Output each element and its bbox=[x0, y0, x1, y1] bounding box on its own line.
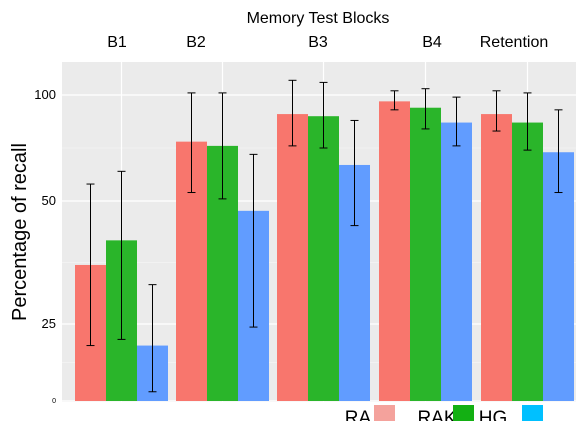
y-tick-label: 50 bbox=[42, 193, 56, 208]
bar bbox=[543, 152, 574, 401]
bar bbox=[410, 107, 441, 401]
bar bbox=[308, 116, 339, 401]
y-axis-label: Percentage of recall bbox=[9, 143, 31, 321]
legend-label: RA bbox=[345, 408, 372, 421]
category-label: B4 bbox=[422, 34, 442, 51]
y-tick-label: 25 bbox=[42, 316, 56, 331]
y-tick-label: 100 bbox=[34, 87, 56, 102]
legend-swatch bbox=[453, 405, 474, 421]
legend-swatch bbox=[522, 405, 543, 421]
category-label: B2 bbox=[186, 34, 206, 51]
category-label: B3 bbox=[308, 34, 328, 51]
chart-title: Memory Test Blocks bbox=[247, 10, 390, 27]
error-bars bbox=[86, 79, 563, 393]
legend: RA RAK HG bbox=[322, 402, 576, 421]
category-labels: B1 B2 B3 B4 Retention bbox=[107, 34, 548, 51]
category-label: Retention bbox=[480, 34, 549, 51]
y-tick-labels: 0 25 50 100 bbox=[34, 87, 56, 405]
bar bbox=[441, 122, 472, 401]
category-label: B1 bbox=[107, 34, 127, 51]
bar bbox=[277, 114, 308, 401]
bar bbox=[379, 101, 410, 402]
bar bbox=[512, 122, 543, 401]
legend-label: HG bbox=[479, 408, 508, 421]
legend-label: RAK bbox=[417, 408, 456, 421]
bar bbox=[481, 114, 512, 401]
y-tick-label: 0 bbox=[52, 398, 56, 405]
legend-swatch bbox=[374, 405, 395, 421]
bars bbox=[75, 101, 574, 402]
